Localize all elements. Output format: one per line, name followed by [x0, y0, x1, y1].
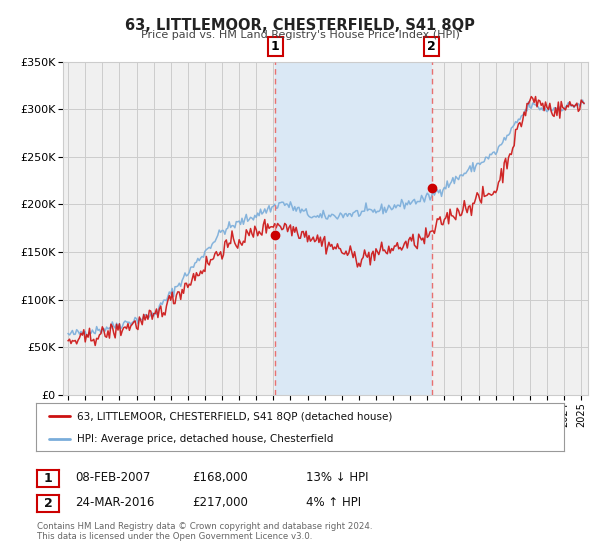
- Text: 1: 1: [44, 472, 52, 485]
- Text: 08-FEB-2007: 08-FEB-2007: [75, 470, 151, 484]
- Text: 13% ↓ HPI: 13% ↓ HPI: [306, 470, 368, 484]
- Text: This data is licensed under the Open Government Licence v3.0.: This data is licensed under the Open Gov…: [37, 532, 313, 542]
- Text: 63, LITTLEMOOR, CHESTERFIELD, S41 8QP: 63, LITTLEMOOR, CHESTERFIELD, S41 8QP: [125, 18, 475, 33]
- Text: 63, LITTLEMOOR, CHESTERFIELD, S41 8QP (detached house): 63, LITTLEMOOR, CHESTERFIELD, S41 8QP (d…: [77, 411, 392, 421]
- Text: £217,000: £217,000: [192, 496, 248, 509]
- Text: Price paid vs. HM Land Registry's House Price Index (HPI): Price paid vs. HM Land Registry's House …: [140, 30, 460, 40]
- Bar: [275, 62, 431, 395]
- Text: 24-MAR-2016: 24-MAR-2016: [75, 496, 154, 509]
- Text: Contains HM Land Registry data © Crown copyright and database right 2024.: Contains HM Land Registry data © Crown c…: [37, 522, 373, 531]
- Text: HPI: Average price, detached house, Chesterfield: HPI: Average price, detached house, Ches…: [77, 434, 334, 444]
- Text: 1: 1: [271, 40, 280, 53]
- Text: 2: 2: [427, 40, 436, 53]
- Text: 2: 2: [44, 497, 52, 510]
- Text: 4% ↑ HPI: 4% ↑ HPI: [306, 496, 361, 509]
- Text: £168,000: £168,000: [192, 470, 248, 484]
